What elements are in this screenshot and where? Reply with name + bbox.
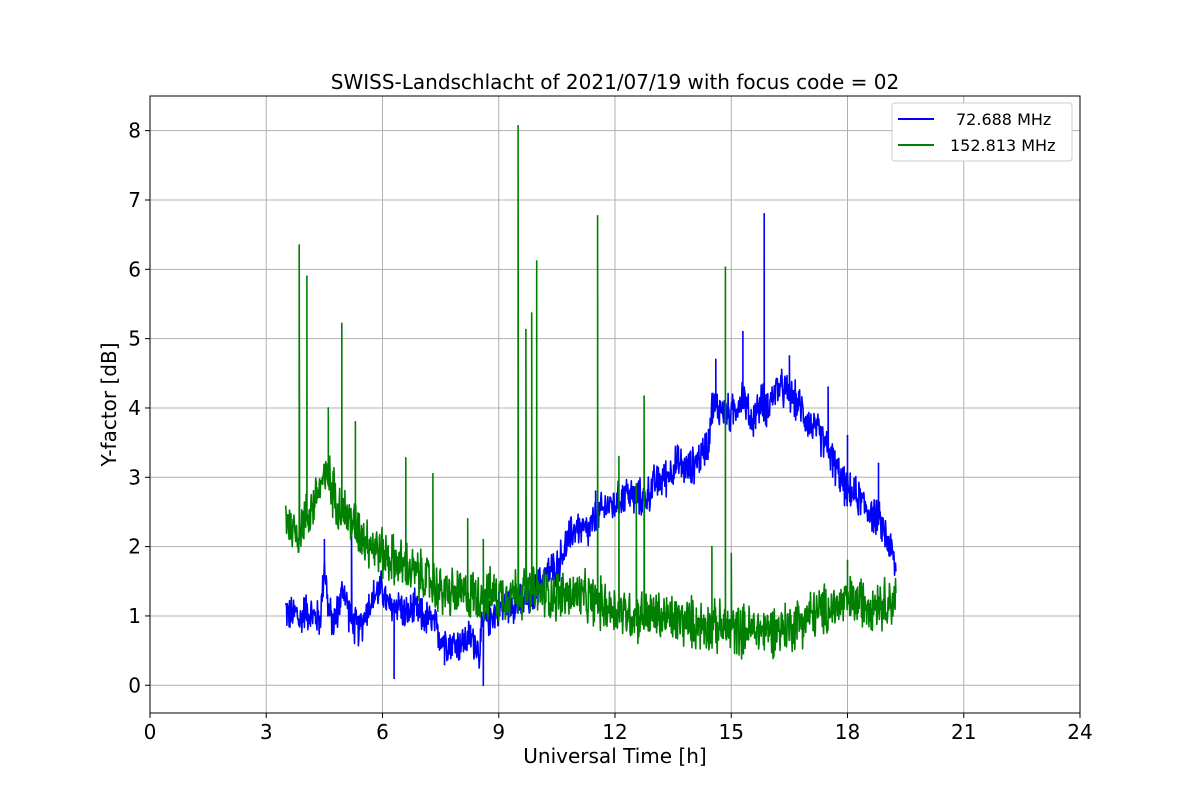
y-tick-label-7: 7 xyxy=(128,188,141,212)
chart-title: SWISS-Landschlacht of 2021/07/19 with fo… xyxy=(331,70,899,94)
series-0-spike-6 xyxy=(714,358,717,361)
x-tick-label-2: 6 xyxy=(376,720,389,744)
series-1-spike-15 xyxy=(635,483,638,486)
y-tick-label-5: 5 xyxy=(128,327,141,351)
series-line-0 xyxy=(284,213,897,687)
y-tick-label-6: 6 xyxy=(128,257,141,281)
legend: 72.688 MHz 152.813 MHz xyxy=(891,102,1073,162)
x-tick-label-3: 9 xyxy=(492,720,505,744)
series-1-spike-4 xyxy=(354,421,357,423)
series-0-spike-8 xyxy=(763,213,765,215)
x-tick-label-4: 12 xyxy=(602,720,627,744)
x-tick-label-0: 0 xyxy=(144,720,157,744)
series-1-spike-18 xyxy=(724,266,727,269)
series-1-spike-0 xyxy=(298,244,300,246)
series-0-spike-7 xyxy=(742,330,744,333)
x-tick-label-5: 15 xyxy=(719,720,744,744)
y-tick-label-0: 0 xyxy=(128,673,141,697)
x-axis-label: Universal Time [h] xyxy=(523,744,706,768)
series-1-spike-7 xyxy=(466,518,469,520)
series-0-spike-9 xyxy=(788,355,791,357)
legend-box xyxy=(891,102,1073,162)
x-tick-label-7: 21 xyxy=(951,720,976,744)
series-1-spike-2 xyxy=(327,407,330,409)
series-1-spike-14 xyxy=(618,455,620,458)
y-tick-label-4: 4 xyxy=(128,396,141,420)
x-tick-label-8: 24 xyxy=(1067,720,1092,744)
series-0-spike-11 xyxy=(846,434,849,437)
series-0-spike-10 xyxy=(827,386,829,388)
series-layer xyxy=(284,125,897,687)
legend-label-1: 152.813 MHz xyxy=(950,136,1055,155)
y-tick-label-2: 2 xyxy=(128,535,141,559)
series-1-spike-10 xyxy=(525,328,527,331)
series-1-spike-19 xyxy=(730,552,733,555)
series-line-1 xyxy=(284,125,897,660)
series-1-spike-20 xyxy=(846,559,849,562)
series-1-spike-11 xyxy=(530,312,533,314)
x-tick-label-1: 3 xyxy=(260,720,273,744)
legend-label-0: 72.688 MHz xyxy=(956,110,1051,129)
series-0-spike-5 xyxy=(594,490,597,492)
y-axis-label: Y-factor [dB] xyxy=(97,342,121,467)
series-1-spike-3 xyxy=(341,322,343,325)
series-1-spike-9 xyxy=(517,125,519,127)
y-tick-label-8: 8 xyxy=(128,119,141,143)
series-1-spike-8 xyxy=(482,538,485,541)
x-tick-label-6: 18 xyxy=(835,720,860,744)
y-tick-label-3: 3 xyxy=(128,465,141,489)
series-0-spike-0 xyxy=(323,538,326,541)
series-1-spike-16 xyxy=(643,395,645,397)
series-0-spike-3 xyxy=(443,663,446,666)
series-1-spike-5 xyxy=(404,457,407,459)
series-1-spike-13 xyxy=(596,215,599,217)
series-0-spike-4 xyxy=(482,684,485,687)
y-tick-label-1: 1 xyxy=(128,604,141,628)
series-1-spike-1 xyxy=(306,275,308,278)
series-1-spike-6 xyxy=(432,473,434,475)
series-0-spike-12 xyxy=(877,462,880,465)
series-1-spike-12 xyxy=(535,260,538,262)
series-1-spike-17 xyxy=(711,545,713,548)
series-0-spike-2 xyxy=(393,677,395,680)
